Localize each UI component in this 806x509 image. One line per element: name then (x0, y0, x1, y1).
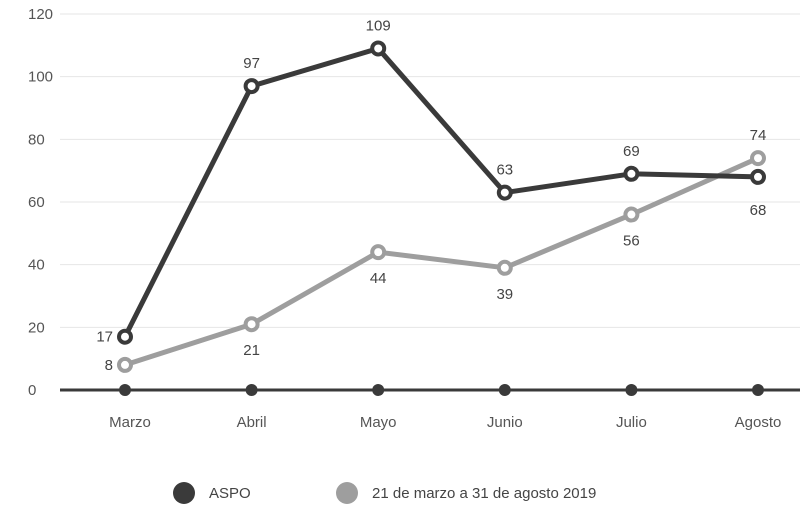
data-point (370, 244, 387, 261)
x-axis-marker (119, 384, 131, 396)
y-tick-120: 120 (28, 6, 53, 23)
data-point (117, 356, 133, 373)
data-point (243, 78, 260, 95)
x-tick-label: Agosto (735, 414, 782, 431)
y-tick-100: 100 (28, 69, 53, 86)
data-label: 8 (105, 357, 113, 374)
legend-label-2019: 21 de marzo a 31 de agosto 2019 (372, 484, 597, 502)
y-tick-60: 60 (28, 194, 45, 211)
x-axis-ticks: Marzo Abril Mayo Junio Julio Agosto (109, 384, 781, 431)
data-point (750, 150, 766, 167)
y-tick-0: 0 (28, 382, 36, 399)
data-labels: 8 21 44 39 56 74 17 97 109 63 69 68 (96, 17, 766, 373)
series-group (117, 40, 766, 373)
legend-label-aspo: ASPO (209, 484, 251, 502)
grid-lines (60, 13, 800, 328)
x-axis-marker (625, 384, 638, 396)
data-label: 74 (750, 127, 767, 144)
legend-swatch-aspo (173, 482, 195, 504)
x-axis-marker (245, 384, 258, 396)
data-point (370, 40, 387, 57)
series-line-1 (122, 155, 761, 368)
y-axis-ticks: 0 20 40 60 80 100 120 (28, 6, 53, 399)
x-tick-label: Abril (237, 414, 267, 431)
data-label: 56 (623, 233, 640, 250)
series-line-0 (122, 45, 761, 340)
data-point (496, 184, 513, 201)
data-label: 21 (243, 342, 260, 359)
data-label: 44 (370, 270, 387, 287)
x-axis-marker (752, 384, 764, 396)
data-label: 68 (750, 202, 767, 219)
y-tick-20: 20 (28, 319, 45, 336)
data-label: 109 (366, 17, 391, 34)
data-point (750, 168, 766, 185)
data-label: 63 (496, 162, 513, 179)
data-label: 39 (496, 286, 513, 303)
x-axis-marker (498, 384, 511, 396)
y-tick-40: 40 (28, 257, 45, 274)
legend: ASPO 21 de marzo a 31 de agosto 2019 (0, 482, 806, 508)
data-label: 69 (623, 143, 640, 160)
legend-item-aspo: ASPO (173, 482, 251, 504)
data-point (623, 165, 640, 182)
data-label: 97 (243, 55, 260, 72)
legend-swatch-2019 (336, 482, 358, 504)
data-point (243, 316, 260, 333)
x-tick-label: Mayo (360, 414, 397, 431)
y-tick-80: 80 (28, 131, 45, 148)
data-point (117, 328, 133, 345)
x-tick-label: Marzo (109, 414, 151, 431)
x-tick-label: Julio (616, 414, 647, 431)
x-axis-marker (372, 384, 385, 396)
legend-item-2019: 21 de marzo a 31 de agosto 2019 (336, 482, 596, 504)
x-tick-label: Junio (487, 414, 523, 431)
data-label: 17 (96, 329, 113, 346)
data-point (623, 206, 640, 223)
data-point (496, 259, 513, 276)
